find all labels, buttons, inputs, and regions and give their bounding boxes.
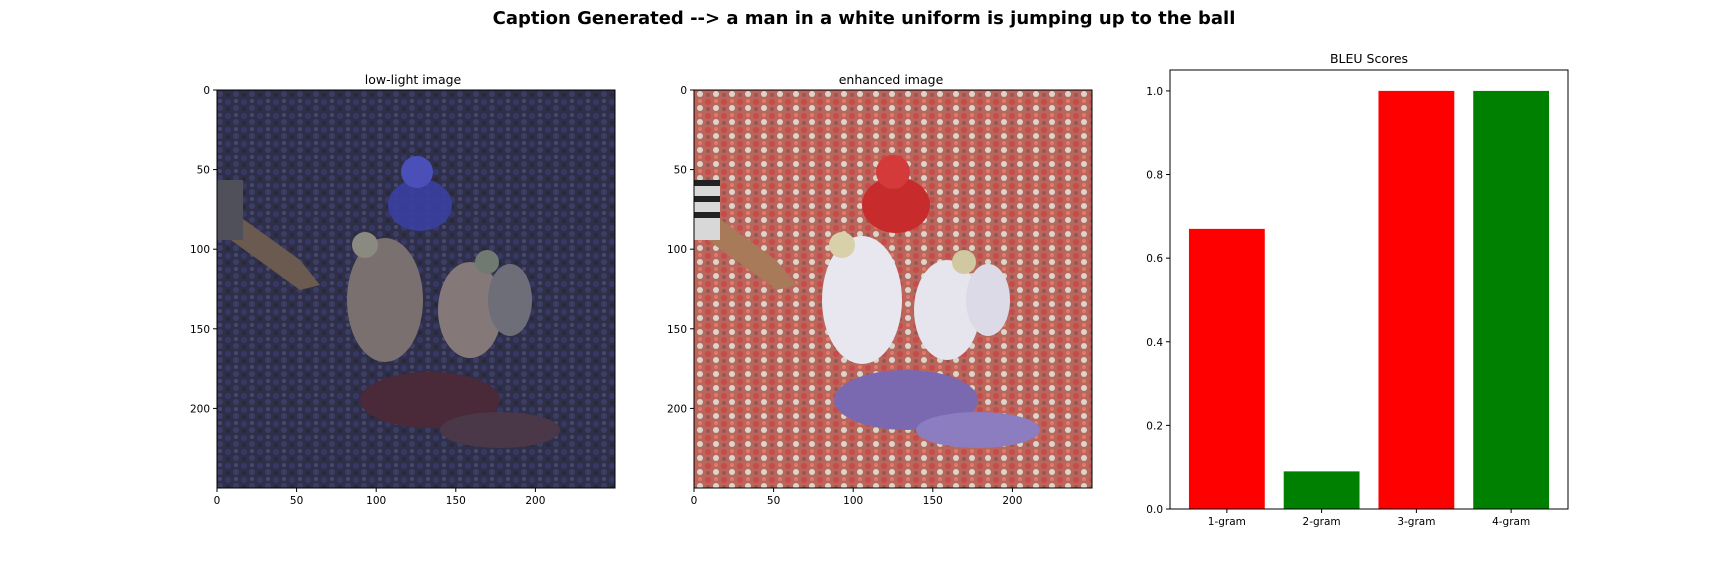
low-light-yticks: 0 50 100 150 200 <box>190 85 217 415</box>
low-light-ytick-label: 100 <box>190 244 210 256</box>
bleu-axes-frame <box>1169 69 1569 510</box>
bleu-xtick-label: 3-gram <box>1397 516 1435 528</box>
bleu-ytick-label: 0.4 <box>1146 337 1163 349</box>
low-light-xticks: 0 50 100 150 200 <box>214 488 545 507</box>
enhanced-ytick-label: 100 <box>667 244 687 256</box>
low-light-ytick-label: 0 <box>203 85 210 97</box>
low-light-xtick-label: 0 <box>214 495 221 507</box>
enhanced-ytick-label: 200 <box>667 403 687 415</box>
bleu-xtick-label: 4-gram <box>1492 516 1530 528</box>
bleu-bar-1-gram <box>1188 228 1265 509</box>
low-light-xtick-label: 150 <box>446 495 466 507</box>
enhanced-xticks: 0 50 100 150 200 <box>691 488 1022 507</box>
enhanced-yticks: 0 50 100 150 200 <box>667 85 694 415</box>
enhanced-xtick-label: 150 <box>923 495 943 507</box>
bleu-panel: BLEU Scores 1-gram 2-gram 3-gram 4-gram 0.0… <box>1146 51 1569 528</box>
enhanced-panel: enhanced image 0 50 100 150 200 0 50 100 150 200 <box>667 72 1093 507</box>
bleu-bars <box>1188 90 1550 510</box>
enhanced-ytick-label: 0 <box>680 85 687 97</box>
low-light-xtick-label: 100 <box>366 495 386 507</box>
low-light-axes-frame <box>216 89 616 489</box>
bleu-xtick-label: 2-gram <box>1303 516 1341 528</box>
low-light-ytick-label: 50 <box>197 165 210 177</box>
bleu-ytick-label: 0.6 <box>1146 253 1163 265</box>
bleu-yticks: 0.0 0.2 0.4 0.6 0.8 1.0 <box>1146 86 1170 516</box>
enhanced-ytick-label: 150 <box>667 324 687 336</box>
enhanced-image <box>694 90 1092 488</box>
figure-title: Caption Generated --> a man in a white u… <box>492 8 1236 29</box>
enhanced-axes-frame <box>693 89 1093 489</box>
enhanced-xtick-label: 0 <box>691 495 698 507</box>
bleu-ytick-label: 1.0 <box>1146 86 1163 98</box>
low-light-ytick-label: 200 <box>190 403 210 415</box>
enhanced-xtick-label: 50 <box>767 495 780 507</box>
low-light-title: low-light image <box>365 72 462 87</box>
enhanced-xtick-label: 200 <box>1002 495 1022 507</box>
bleu-bar-4-gram <box>1473 90 1550 510</box>
bleu-ytick-label: 0.0 <box>1146 504 1163 516</box>
enhanced-title: enhanced image <box>839 72 944 87</box>
bleu-bar-3-gram <box>1378 90 1455 510</box>
low-light-image <box>217 90 615 488</box>
bleu-title: BLEU Scores <box>1330 51 1408 66</box>
bleu-xticks: 1-gram 2-gram 3-gram 4-gram <box>1208 509 1530 528</box>
low-light-xtick-label: 200 <box>525 495 545 507</box>
enhanced-ytick-label: 50 <box>674 165 687 177</box>
bleu-ytick-label: 0.8 <box>1146 170 1163 182</box>
enhanced-xtick-label: 100 <box>843 495 863 507</box>
low-light-xtick-label: 50 <box>290 495 303 507</box>
low-light-ytick-label: 150 <box>190 324 210 336</box>
bleu-ytick-label: 0.2 <box>1146 420 1163 432</box>
low-light-panel: low-light image 0 50 100 150 200 0 50 100 150 20… <box>190 72 616 507</box>
bleu-xtick-label: 1-gram <box>1208 516 1246 528</box>
bleu-bar-2-gram <box>1283 471 1360 509</box>
